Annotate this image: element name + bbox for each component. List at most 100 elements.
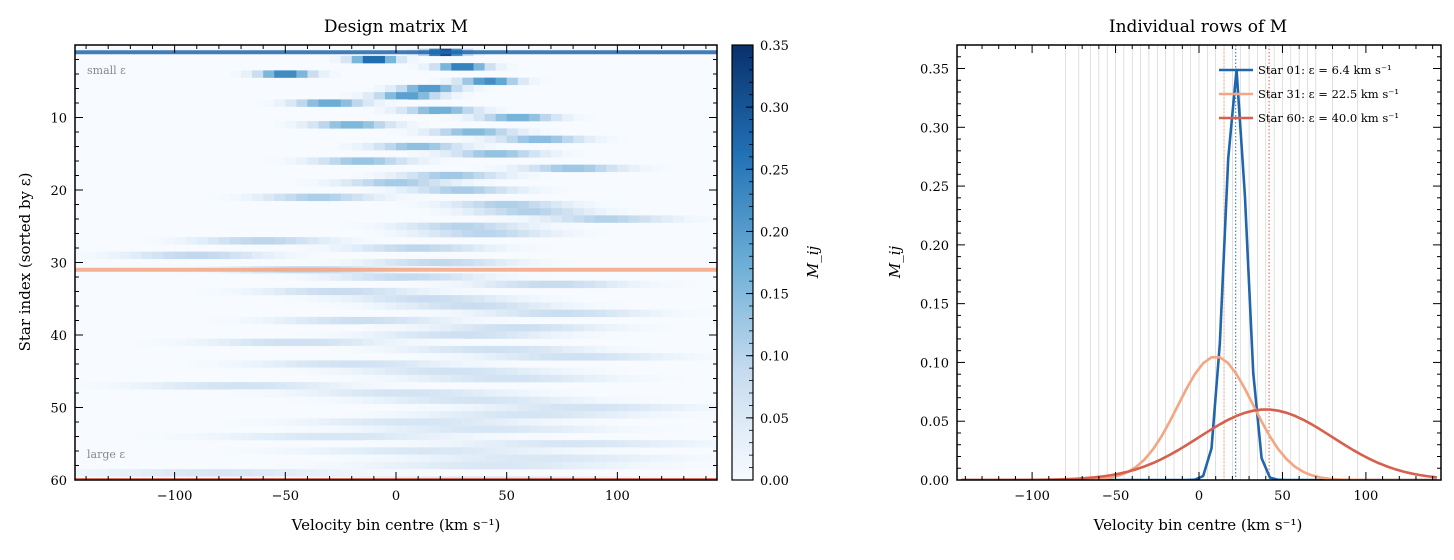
heatmap-cell xyxy=(285,273,297,281)
heatmap-cell xyxy=(462,345,474,354)
heatmap-cell xyxy=(562,425,574,434)
heatmap-cell xyxy=(595,447,607,455)
heatmap-cell xyxy=(550,367,563,376)
heatmap-cell xyxy=(384,396,397,405)
heatmap-cell xyxy=(506,106,519,115)
heatmap-cell xyxy=(451,84,463,93)
heatmap-cell xyxy=(384,338,397,347)
legend: Star 01: ε = 6.4 km s⁻¹ Star 31: ε = 22.5… xyxy=(1219,63,1399,125)
heatmap-cell xyxy=(539,425,552,434)
heatmap-cell xyxy=(418,171,430,180)
heatmap-cell xyxy=(373,157,386,165)
heatmap-cell xyxy=(562,164,574,173)
heatmap-cell xyxy=(351,374,364,383)
heatmap-cell xyxy=(373,396,386,405)
heatmap-cell xyxy=(628,324,640,332)
heatmap-cell xyxy=(650,324,663,332)
heatmap-cell xyxy=(506,411,519,419)
heatmap-cell xyxy=(562,440,574,448)
heatmap-cell xyxy=(539,396,552,405)
heatmap-cell xyxy=(373,461,386,470)
heatmap-cell xyxy=(683,280,696,289)
heatmap-cell xyxy=(617,396,629,405)
heatmap-cell xyxy=(274,316,286,325)
heatmap-cell xyxy=(484,302,497,310)
heatmap-cell xyxy=(429,309,441,318)
heatmap-cell xyxy=(562,447,574,455)
heatmap-cell xyxy=(562,403,574,412)
heatmap-cell xyxy=(484,208,497,216)
heatmap-cell xyxy=(584,164,596,173)
heatmap-cell xyxy=(484,171,497,180)
heatmap-cell xyxy=(506,229,519,238)
heatmap-cell xyxy=(351,389,364,397)
heatmap-cell xyxy=(418,403,430,412)
heatmap-cell xyxy=(462,309,474,318)
heatmap-cell xyxy=(351,382,364,390)
heatmap-cell xyxy=(573,324,585,332)
heatmap-cell xyxy=(528,135,541,144)
heatmap-cell xyxy=(517,164,530,173)
heatmap-cell xyxy=(451,447,463,455)
heatmap-cell xyxy=(396,338,408,347)
heatmap-cell xyxy=(473,63,485,71)
heatmap-cell xyxy=(506,150,519,158)
heatmap-cell xyxy=(362,55,375,64)
heatmap-cell xyxy=(185,251,198,260)
heatmap-cell xyxy=(528,367,541,376)
heatmap-cell xyxy=(484,345,497,354)
heatmap-cell xyxy=(318,99,330,107)
heatmap-cell xyxy=(274,382,286,390)
heatmap-cell xyxy=(97,469,109,477)
heatmap-cell xyxy=(141,382,153,390)
heatmap-cell xyxy=(285,338,297,347)
heatmap-cell xyxy=(207,469,220,477)
heatmap-cell xyxy=(562,302,574,310)
y-tick-label: 0.05 xyxy=(920,415,949,430)
heatmap-cell xyxy=(462,360,474,368)
heatmap-cell xyxy=(396,367,408,376)
heatmap-cell xyxy=(584,208,596,216)
heatmap-cell xyxy=(384,171,397,180)
heatmap-cell xyxy=(384,331,397,339)
line-title: Individual rows of M xyxy=(1109,17,1287,37)
heatmap-xlabel: Velocity bin centre (km s⁻¹) xyxy=(291,516,501,534)
heatmap-cell xyxy=(484,135,497,144)
heatmap-cell xyxy=(495,353,508,361)
heatmap-cell xyxy=(384,179,397,187)
heatmap-cell xyxy=(440,331,452,339)
heatmap-cell xyxy=(329,425,342,434)
heatmap-cell xyxy=(362,106,375,115)
heatmap-cell xyxy=(285,418,297,426)
heatmap-cell xyxy=(506,440,519,448)
heatmap-cell xyxy=(495,389,508,397)
heatmap-cell xyxy=(628,345,640,354)
heatmap-cell xyxy=(340,244,353,252)
heatmap-cell xyxy=(429,128,441,136)
heatmap-cell xyxy=(484,324,497,332)
heatmap-cell xyxy=(252,287,264,296)
heatmap-cell xyxy=(296,237,308,245)
heatmap-cell xyxy=(307,360,319,368)
heatmap-cell xyxy=(407,273,419,281)
y-tick-label: 0.15 xyxy=(920,298,949,313)
heatmap-cell xyxy=(440,461,452,470)
heatmap-cell xyxy=(473,302,485,310)
colorbar-tick-label: 0.10 xyxy=(760,350,789,365)
heatmap-cell xyxy=(329,367,342,376)
heatmap-cell xyxy=(396,447,408,455)
heatmap-cell xyxy=(141,469,153,477)
heatmap-cell xyxy=(451,360,463,368)
heatmap-cell xyxy=(418,200,430,209)
heatmap-cell xyxy=(517,331,530,339)
heatmap-cell xyxy=(351,273,364,281)
heatmap-cell xyxy=(185,432,198,441)
heatmap-cell xyxy=(207,287,220,296)
heatmap-cell xyxy=(318,121,330,129)
heatmap-cell xyxy=(694,461,707,470)
heatmap-cell xyxy=(384,360,397,368)
heatmap-cell xyxy=(329,382,342,390)
heatmap-cell xyxy=(252,469,264,477)
heatmap-cell xyxy=(462,353,474,361)
heatmap-cell xyxy=(307,425,319,434)
